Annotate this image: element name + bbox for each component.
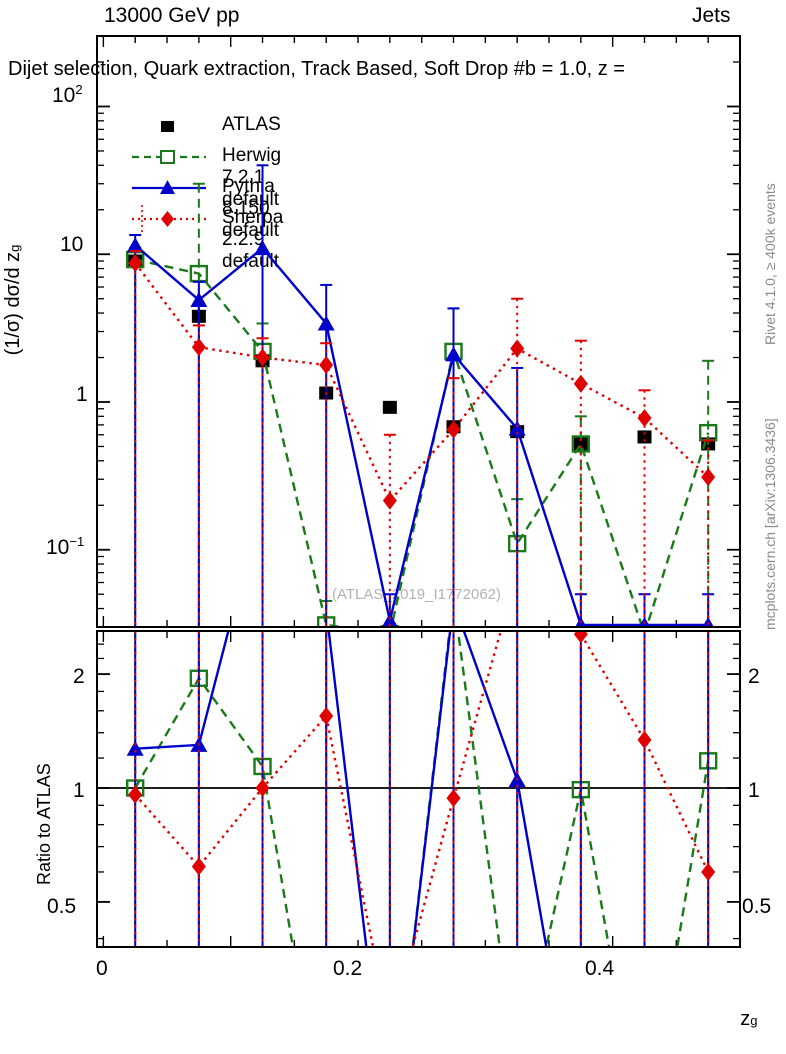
data-point-marker	[571, 435, 591, 453]
ratio-ytick-0p5-left: 0.5	[47, 895, 77, 918]
main-ytick-0p1: 10−1	[46, 534, 85, 559]
legend-label-sherpa: Sherpa 2.2.9 default	[222, 207, 284, 272]
ratio-ytick-2-right: 2	[748, 665, 760, 688]
data-point-marker	[573, 437, 588, 451]
xtick-0: 0	[96, 957, 108, 980]
ratio-ytick-1-left: 1	[73, 779, 85, 802]
data-point-marker	[637, 430, 652, 444]
data-point-marker	[382, 612, 398, 626]
ratio-ytick-2-left: 2	[73, 665, 85, 688]
ratio-series-line	[134, 632, 710, 946]
x-axis-label-text: z	[740, 1008, 751, 1030]
data-point-marker	[445, 346, 463, 362]
data-point-marker	[317, 315, 335, 331]
data-point-marker	[128, 785, 143, 804]
data-point-marker	[703, 616, 714, 626]
data-point-marker	[701, 862, 716, 881]
ratio-panel-series	[125, 632, 718, 946]
header-analysis-category: Jets	[692, 4, 731, 27]
ratio-series-line	[134, 632, 710, 946]
data-point-marker	[255, 779, 270, 798]
legend-label-herwig: Herwig 7.2.1 default	[222, 145, 282, 210]
data-point-marker	[191, 857, 206, 876]
data-point-marker	[701, 468, 716, 487]
series-line-sherpa	[134, 262, 709, 503]
plot-canvas	[96, 35, 741, 948]
main-panel-series	[125, 164, 718, 626]
legend-marker-herwig	[132, 150, 206, 164]
plot-title: Dijet selection, Quark extraction, Track…	[8, 58, 625, 80]
data-point-marker	[191, 338, 206, 357]
legend-marker-sherpa	[132, 205, 206, 233]
legend-marker-atlas	[161, 121, 174, 132]
data-point-marker	[382, 400, 397, 414]
data-point-marker	[637, 408, 652, 427]
data-point-marker	[573, 374, 588, 393]
x-axis-label-subscript: g	[750, 1013, 758, 1028]
ratio-panel-frame	[96, 630, 741, 948]
main-ytick-10: 10	[60, 233, 84, 256]
data-point-marker	[319, 355, 334, 374]
ratio-ytick-1-right: 1	[748, 779, 760, 802]
data-point-marker	[126, 237, 144, 253]
ratio-series-line	[135, 632, 548, 946]
legend-marker-pythia	[132, 180, 206, 194]
xtick-0p4: 0.4	[585, 957, 615, 980]
data-point-marker	[128, 254, 143, 273]
data-point-marker	[508, 420, 526, 436]
main-ytick-100: 102	[52, 82, 83, 107]
data-point-marker	[446, 420, 461, 439]
series-line-herwig	[134, 258, 710, 626]
data-point-marker	[510, 339, 525, 358]
data-point-marker	[254, 240, 272, 256]
header-collision-energy: 13000 GeV pp	[104, 4, 240, 27]
series-line-pythia	[134, 244, 709, 626]
main-ytick-1: 1	[76, 383, 88, 406]
data-point-marker	[637, 730, 652, 749]
data-point-marker	[190, 292, 208, 308]
analysis-id-watermark: (ATLAS_2019_I1772062)	[332, 586, 502, 603]
xtick-0p2: 0.2	[333, 957, 363, 980]
data-point-marker	[319, 706, 334, 725]
ratio-ytick-0p5-right: 0.5	[742, 895, 772, 918]
data-point-marker	[255, 348, 270, 367]
x-axis-label: zg	[718, 985, 757, 1054]
legend-label-atlas: ATLAS	[222, 114, 281, 135]
data-point-marker	[573, 632, 588, 644]
data-point-marker	[382, 491, 397, 510]
data-point-marker	[126, 740, 144, 756]
data-point-marker	[446, 789, 461, 808]
